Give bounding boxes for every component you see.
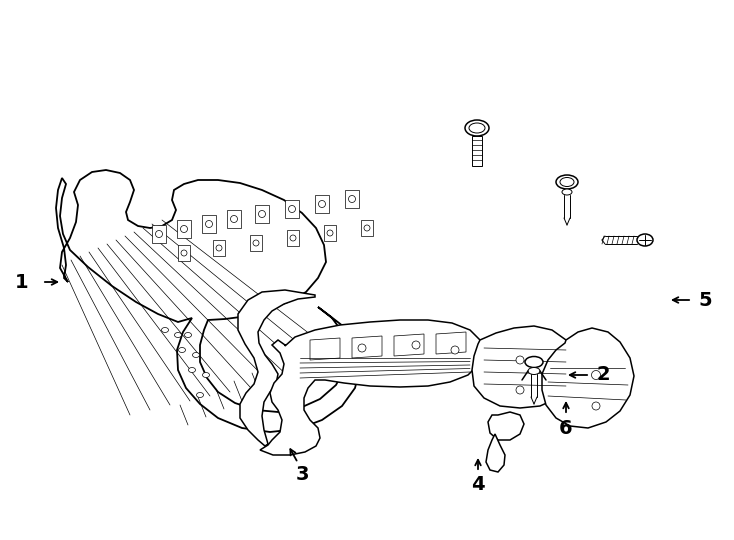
Circle shape (592, 402, 600, 410)
Polygon shape (315, 195, 329, 213)
Ellipse shape (203, 373, 209, 377)
Circle shape (230, 215, 238, 222)
Ellipse shape (528, 368, 540, 375)
Polygon shape (152, 225, 166, 243)
Circle shape (290, 235, 296, 241)
Polygon shape (436, 332, 466, 354)
Circle shape (181, 226, 187, 233)
Polygon shape (250, 235, 262, 251)
Polygon shape (202, 215, 216, 233)
Circle shape (364, 225, 370, 231)
Ellipse shape (469, 123, 485, 133)
Text: 6: 6 (559, 418, 573, 437)
Polygon shape (178, 245, 190, 261)
Circle shape (358, 344, 366, 352)
Polygon shape (472, 326, 576, 408)
Text: 5: 5 (698, 291, 712, 309)
Polygon shape (213, 240, 225, 256)
Polygon shape (345, 190, 359, 208)
Polygon shape (56, 170, 360, 432)
Ellipse shape (161, 327, 169, 333)
Polygon shape (255, 205, 269, 223)
Polygon shape (394, 334, 424, 356)
Circle shape (216, 245, 222, 251)
Polygon shape (324, 225, 336, 241)
Text: 4: 4 (471, 476, 485, 495)
Circle shape (156, 231, 162, 238)
Circle shape (288, 206, 296, 213)
Polygon shape (310, 338, 340, 360)
Circle shape (451, 346, 459, 354)
Ellipse shape (184, 333, 192, 338)
Text: 2: 2 (596, 366, 610, 384)
Circle shape (253, 240, 259, 246)
Polygon shape (177, 220, 191, 238)
Polygon shape (542, 328, 634, 428)
Circle shape (516, 386, 524, 394)
Polygon shape (488, 412, 524, 440)
Ellipse shape (465, 120, 489, 136)
Circle shape (592, 370, 600, 380)
Ellipse shape (556, 175, 578, 189)
Polygon shape (287, 230, 299, 246)
Ellipse shape (192, 353, 200, 357)
Circle shape (412, 341, 420, 349)
Polygon shape (486, 434, 505, 472)
Ellipse shape (560, 178, 574, 186)
Circle shape (319, 200, 325, 207)
Polygon shape (227, 210, 241, 228)
Circle shape (258, 211, 266, 218)
Ellipse shape (175, 333, 181, 338)
Ellipse shape (197, 393, 203, 397)
Text: 3: 3 (295, 465, 309, 484)
Polygon shape (285, 200, 299, 218)
Ellipse shape (178, 348, 186, 353)
Ellipse shape (562, 189, 572, 195)
Polygon shape (472, 136, 482, 166)
Ellipse shape (189, 368, 195, 373)
Polygon shape (238, 290, 315, 446)
Circle shape (327, 230, 333, 236)
Circle shape (349, 195, 355, 202)
Polygon shape (361, 220, 373, 236)
Circle shape (516, 356, 524, 364)
Circle shape (206, 220, 213, 227)
Polygon shape (352, 336, 382, 358)
Ellipse shape (525, 356, 543, 368)
Text: 1: 1 (15, 273, 29, 292)
Ellipse shape (637, 234, 653, 246)
Circle shape (181, 250, 187, 256)
Polygon shape (260, 320, 482, 455)
